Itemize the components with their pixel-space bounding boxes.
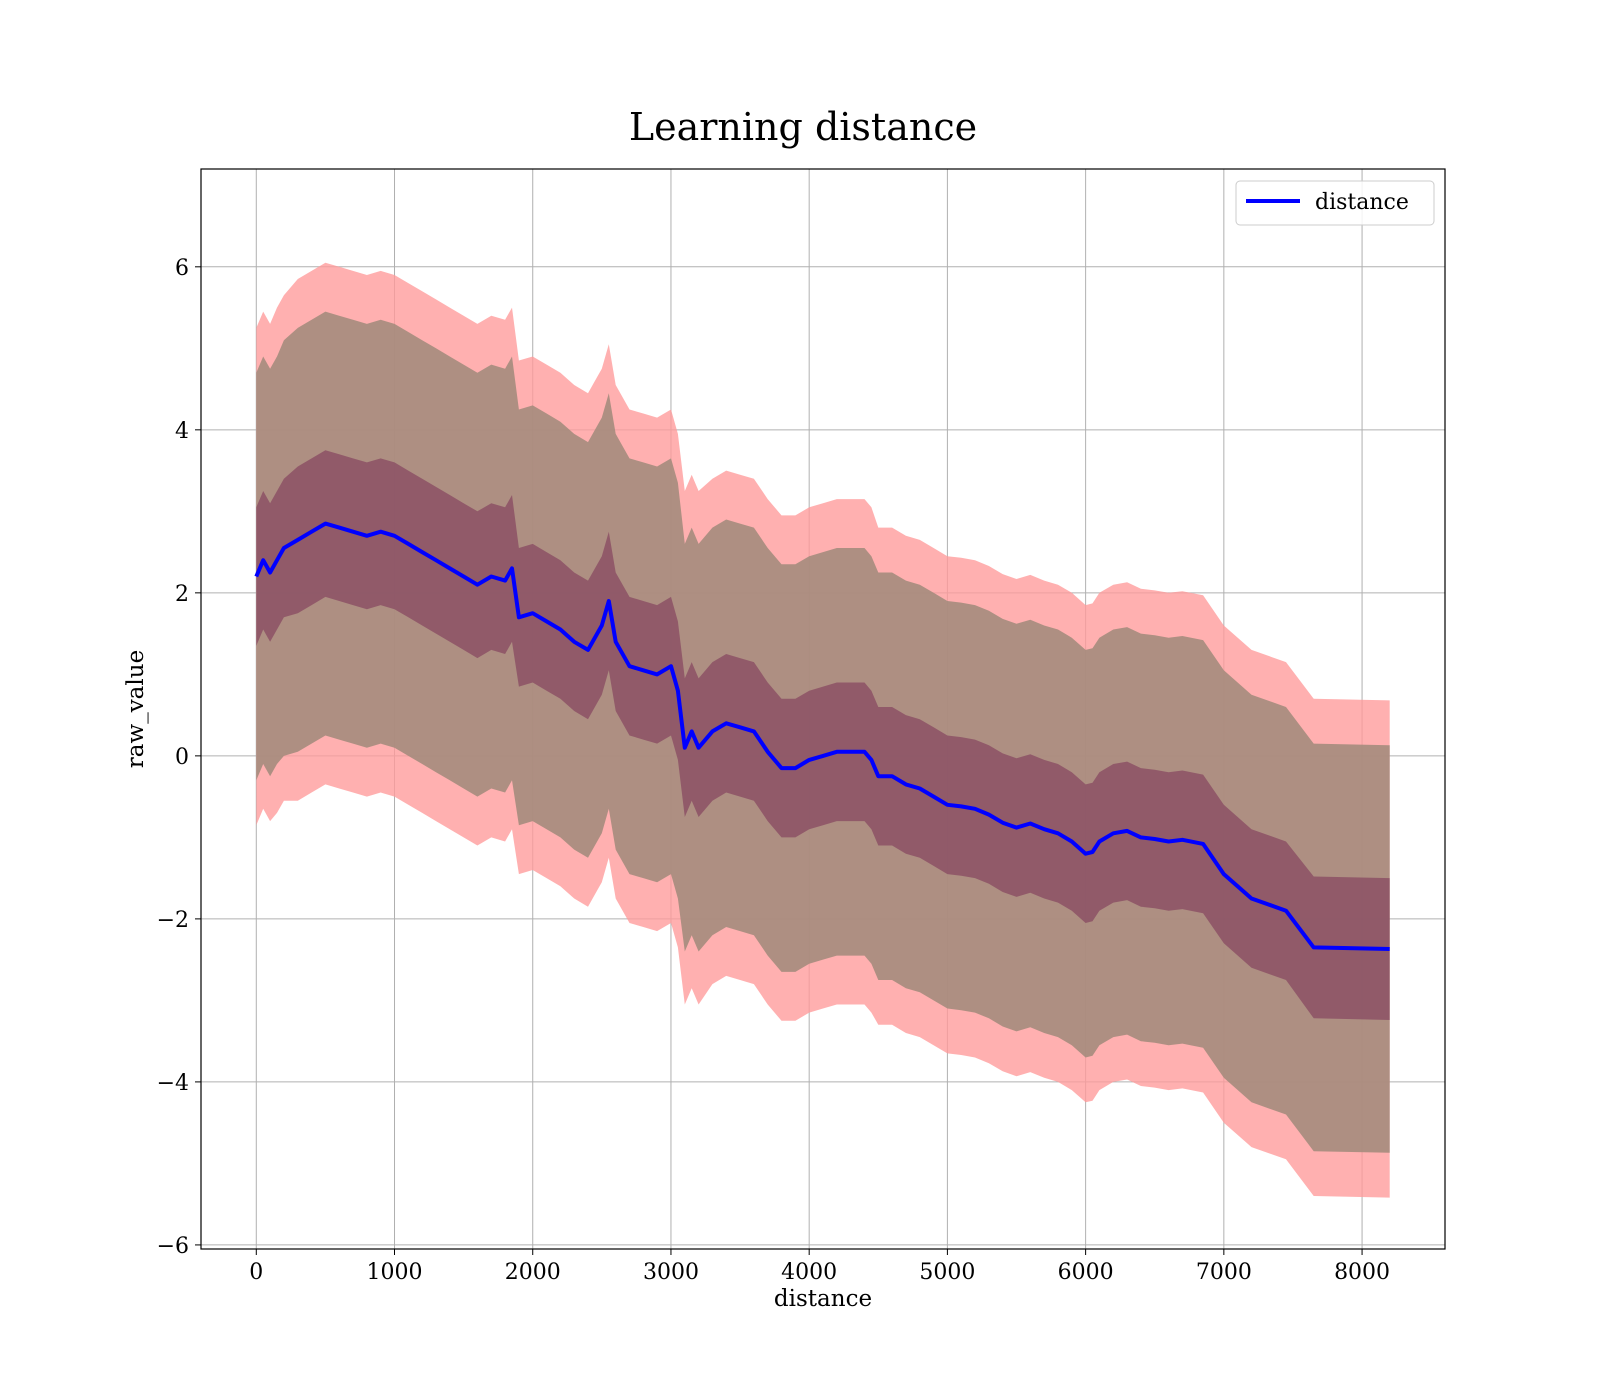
legend: distance	[1235, 180, 1435, 226]
y-tick-label: −6	[157, 1234, 189, 1259]
x-tick-label: 5000	[919, 1260, 975, 1285]
x-tick-label: 6000	[1058, 1260, 1114, 1285]
y-tick-label: 2	[175, 582, 189, 607]
y-tick-label: −4	[157, 1071, 189, 1096]
x-axis-ticks: 0 1000 2000 3000 4000 5000 6000 7000 8000	[249, 1249, 1390, 1285]
x-tick-label: 0	[249, 1260, 263, 1285]
chart-title: Learning distance	[629, 105, 977, 149]
y-axis-ticks: −6 −4 −2 0 2 4 6	[157, 256, 201, 1259]
y-tick-label: 0	[175, 745, 189, 770]
inner-error-band	[256, 450, 1390, 1020]
x-tick-label: 2000	[505, 1260, 561, 1285]
y-axis-label: raw_value	[123, 650, 149, 768]
series-lines	[254, 521, 1390, 951]
plot-frame	[200, 168, 1446, 1250]
series-line-distance	[254, 521, 1390, 951]
x-tick-label: 4000	[781, 1260, 837, 1285]
error-bands	[256, 262, 1390, 1198]
x-tick-label: 3000	[643, 1260, 699, 1285]
y-tick-label: −2	[157, 908, 189, 933]
x-tick-label: 1000	[367, 1260, 423, 1285]
x-axis-label: distance	[774, 1286, 872, 1312]
x-tick-label: 8000	[1334, 1260, 1390, 1285]
legend-box	[1235, 180, 1435, 226]
y-tick-label: 6	[175, 256, 189, 281]
y-tick-label: 4	[175, 419, 189, 444]
x-tick-label: 7000	[1196, 1260, 1252, 1285]
legend-entry: distance	[1315, 190, 1409, 215]
